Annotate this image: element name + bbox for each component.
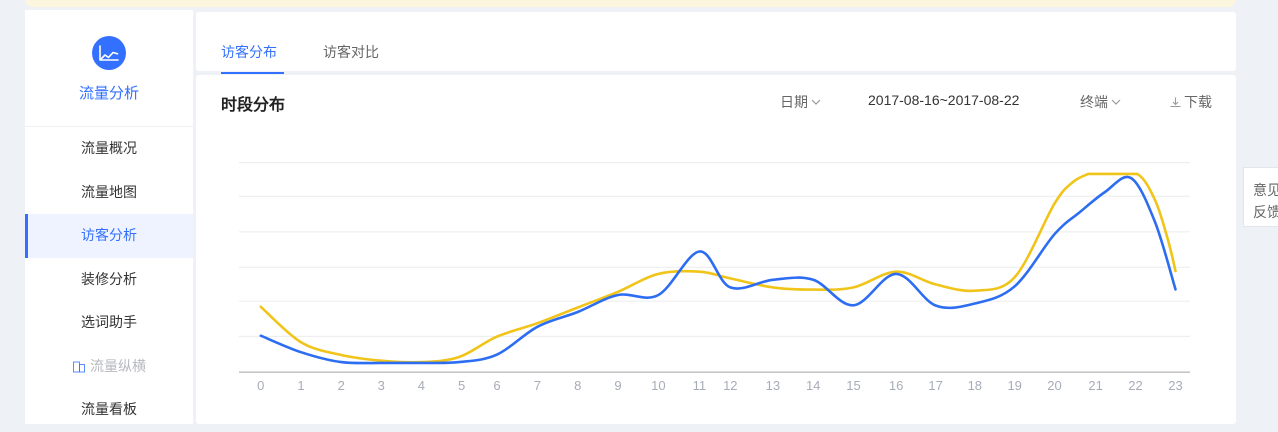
svg-text:5: 5 bbox=[458, 378, 465, 393]
svg-text:15: 15 bbox=[846, 378, 860, 393]
svg-text:13: 13 bbox=[766, 378, 780, 393]
svg-text:9: 9 bbox=[614, 378, 621, 393]
svg-text:10: 10 bbox=[651, 378, 665, 393]
svg-text:8: 8 bbox=[574, 378, 581, 393]
svg-text:16: 16 bbox=[889, 378, 903, 393]
svg-text:0: 0 bbox=[257, 378, 264, 393]
svg-text:22: 22 bbox=[1128, 378, 1142, 393]
svg-text:1: 1 bbox=[297, 378, 304, 393]
svg-text:2: 2 bbox=[338, 378, 345, 393]
svg-text:19: 19 bbox=[1007, 378, 1021, 393]
svg-text:11: 11 bbox=[693, 378, 707, 393]
svg-text:20: 20 bbox=[1047, 378, 1061, 393]
svg-text:12: 12 bbox=[723, 378, 737, 393]
svg-text:23: 23 bbox=[1168, 378, 1182, 393]
svg-text:18: 18 bbox=[968, 378, 982, 393]
svg-text:6: 6 bbox=[493, 378, 500, 393]
svg-text:3: 3 bbox=[378, 378, 385, 393]
svg-text:4: 4 bbox=[418, 378, 425, 393]
svg-text:7: 7 bbox=[534, 378, 541, 393]
svg-text:14: 14 bbox=[806, 378, 820, 393]
svg-text:17: 17 bbox=[928, 378, 942, 393]
svg-text:21: 21 bbox=[1088, 378, 1102, 393]
